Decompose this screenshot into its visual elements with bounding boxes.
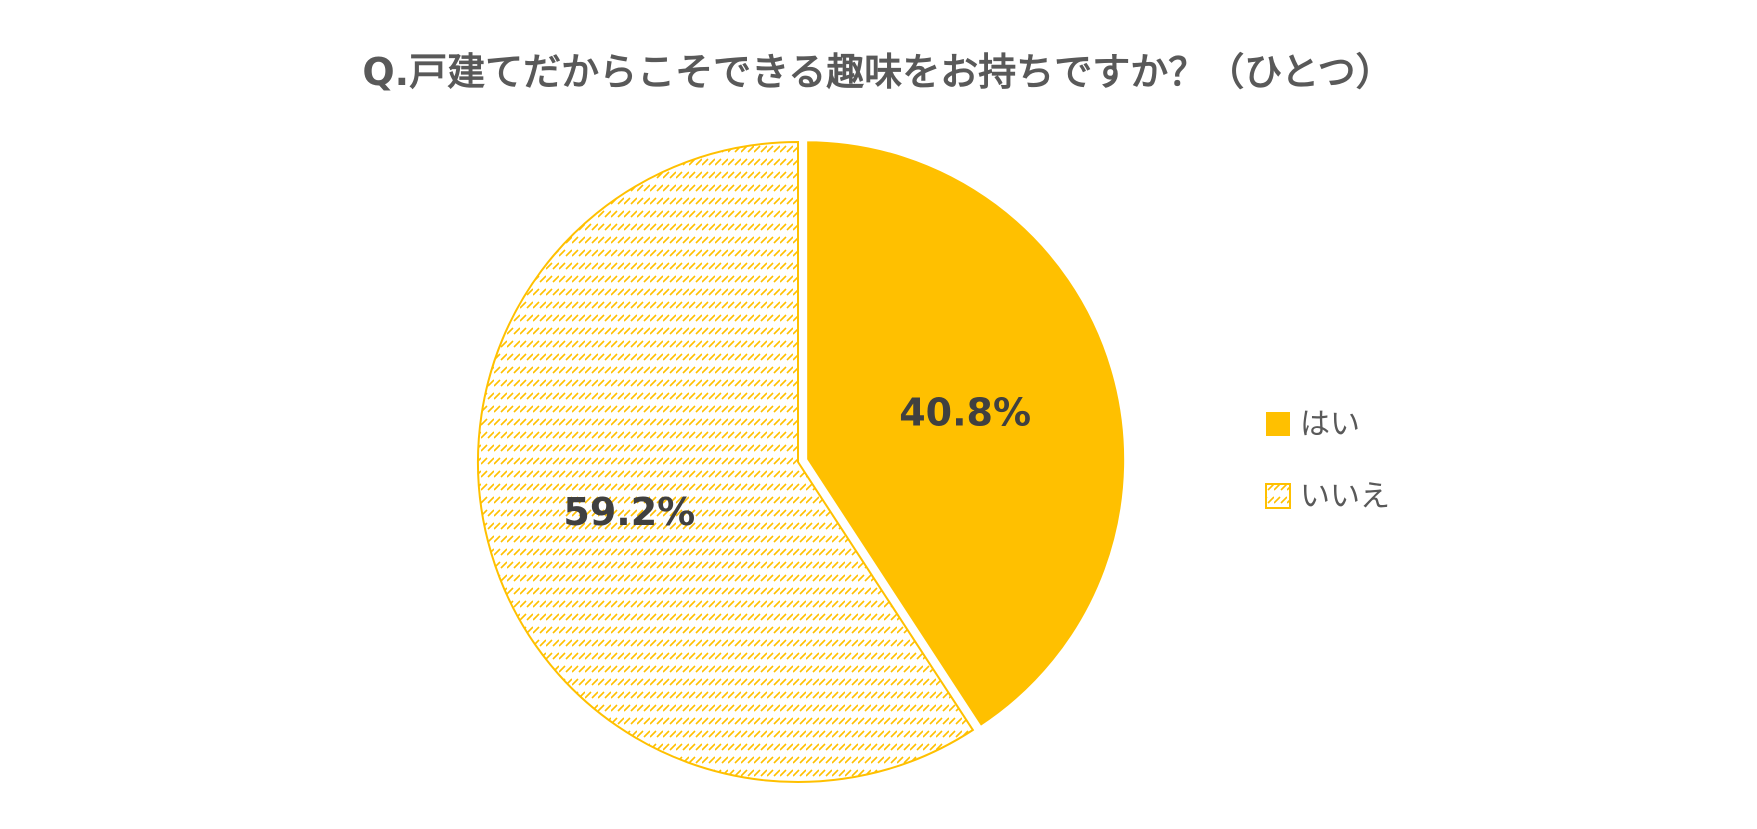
pie-slice-yes: [804, 138, 1128, 730]
legend-swatch-yes: [1266, 412, 1290, 436]
legend-swatch-no: [1265, 483, 1291, 509]
data-label-yes: 40.8%: [899, 390, 1031, 434]
legend-label-yes: はい: [1300, 407, 1360, 442]
legend: はい いいえ: [1265, 407, 1390, 514]
data-labels: 40.8% 59.2%: [563, 390, 1031, 534]
legend-label-no: いいえ: [1300, 479, 1390, 514]
data-label-no: 59.2%: [563, 490, 695, 534]
pie-slice-no: [477, 140, 975, 783]
pie-slices: [477, 138, 1128, 783]
chart-title: Q.戸建てだからこそできる趣味をお持ちですか？（ひとつ）: [362, 50, 1393, 94]
